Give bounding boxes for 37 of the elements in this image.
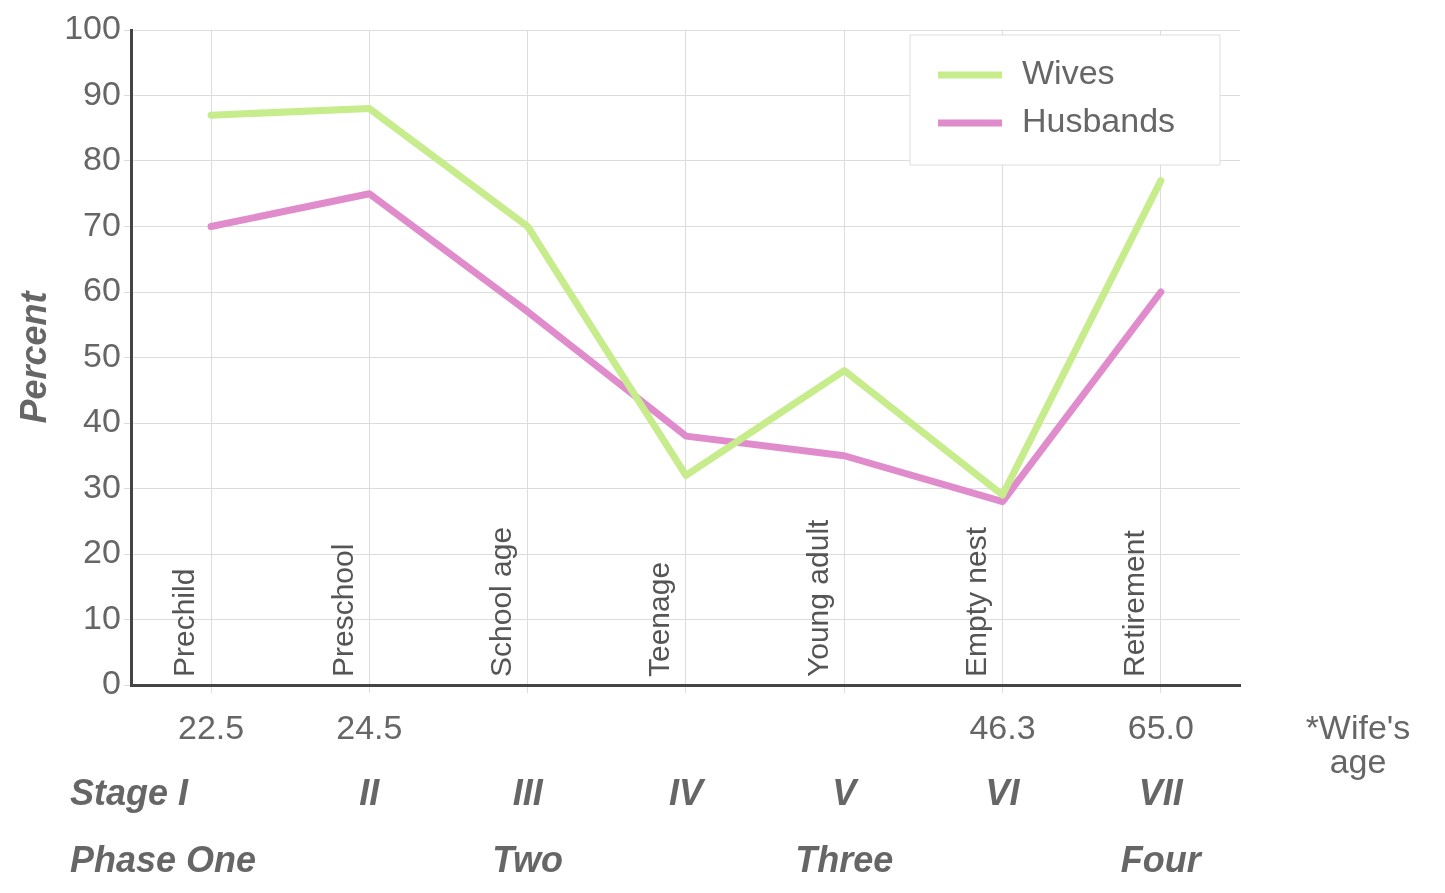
text: VI [985, 771, 1021, 813]
y-tick-label: 60 [83, 270, 121, 309]
text: Four [1120, 838, 1203, 880]
text: V [832, 771, 860, 813]
text: Two [492, 838, 563, 880]
y-tick-label: 50 [83, 335, 121, 374]
x-tick-label: School age [483, 526, 517, 677]
legend-label: Husbands [1022, 101, 1176, 140]
text: Three [795, 838, 894, 880]
x-tick-label: Teenage [642, 561, 676, 677]
y-tick-label: 70 [83, 204, 121, 243]
y-tick-label: 80 [83, 139, 121, 178]
x-tick-label: Retirement [1117, 529, 1151, 677]
x-tick-label: Empty nest [958, 526, 992, 677]
x-tick-label: Preschool [325, 543, 359, 677]
text: Phase One [70, 838, 257, 880]
text: 46.3 [969, 708, 1036, 747]
y-axis-title: Percent [12, 289, 54, 424]
y-tick-label: 10 [83, 597, 121, 636]
text: Stage I [70, 771, 190, 813]
y-tick-label: 90 [83, 73, 121, 112]
text: IV [668, 771, 706, 813]
x-tick-label: Prechild [167, 568, 201, 677]
x-tick-label: Young adult [800, 518, 834, 677]
text: *Wife's age [1305, 708, 1411, 781]
legend-label: Wives [1022, 53, 1115, 92]
y-tick-label: 100 [64, 8, 121, 47]
text: 22.5 [177, 708, 245, 747]
y-tick-label: 0 [102, 663, 121, 702]
y-tick-label: 20 [83, 532, 121, 571]
text: III [512, 771, 544, 813]
text: 65.0 [1127, 708, 1194, 747]
text: VII [1138, 771, 1184, 813]
y-tick-label: 30 [83, 466, 121, 505]
text: II [359, 771, 381, 813]
text: 24.5 [336, 708, 403, 747]
y-tick-label: 40 [83, 401, 121, 440]
